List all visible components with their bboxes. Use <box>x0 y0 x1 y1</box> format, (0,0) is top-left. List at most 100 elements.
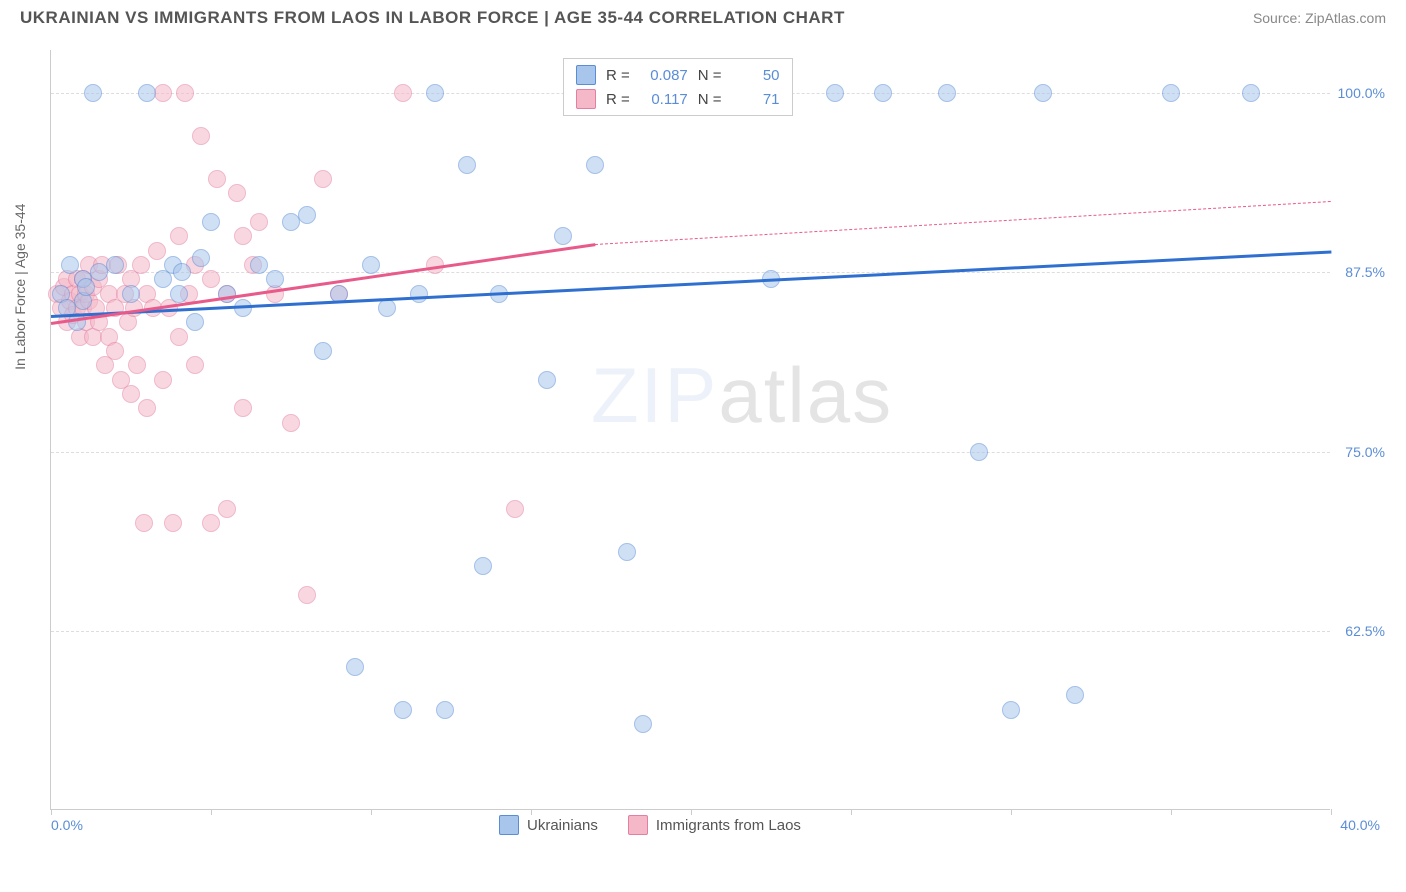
legend-r-value: 0.087 <box>640 67 688 84</box>
scatter-point-ukrainians <box>826 84 844 102</box>
scatter-point-ukrainians <box>970 443 988 461</box>
legend-item: Immigrants from Laos <box>628 815 801 835</box>
scatter-point-ukrainians <box>874 84 892 102</box>
scatter-point-laos <box>135 514 153 532</box>
scatter-point-laos <box>234 399 252 417</box>
legend-swatch <box>576 89 596 109</box>
chart-title: UKRAINIAN VS IMMIGRANTS FROM LAOS IN LAB… <box>20 8 845 28</box>
trend-line <box>51 251 1331 318</box>
y-tick-label: 100.0% <box>1338 85 1385 101</box>
scatter-point-ukrainians <box>186 313 204 331</box>
watermark-zip: ZIP <box>591 351 718 439</box>
scatter-point-ukrainians <box>394 701 412 719</box>
scatter-point-laos <box>314 170 332 188</box>
scatter-point-ukrainians <box>554 227 572 245</box>
scatter-point-laos <box>202 514 220 532</box>
legend-n-label: N = <box>698 67 722 84</box>
legend-item: Ukrainians <box>499 815 598 835</box>
x-tick <box>371 809 372 815</box>
plot-container: ZIPatlas 62.5%75.0%87.5%100.0%0.0%40.0%R… <box>50 50 1386 840</box>
scatter-point-laos <box>132 256 150 274</box>
plot-area: ZIPatlas 62.5%75.0%87.5%100.0%0.0%40.0%R… <box>50 50 1330 810</box>
scatter-point-ukrainians <box>1034 84 1052 102</box>
scatter-point-ukrainians <box>218 285 236 303</box>
scatter-point-laos <box>186 356 204 374</box>
legend-row: R = 0.087 N = 50 <box>576 63 780 87</box>
scatter-point-laos <box>282 414 300 432</box>
scatter-point-ukrainians <box>1242 84 1260 102</box>
scatter-point-ukrainians <box>346 658 364 676</box>
scatter-point-ukrainians <box>618 543 636 561</box>
y-tick-label: 62.5% <box>1345 623 1385 639</box>
legend-series-label: Ukrainians <box>527 817 598 834</box>
legend-n-value: 50 <box>732 67 780 84</box>
legend-swatch <box>576 65 596 85</box>
scatter-point-ukrainians <box>458 156 476 174</box>
legend-swatch <box>628 815 648 835</box>
scatter-point-ukrainians <box>474 557 492 575</box>
scatter-point-ukrainians <box>938 84 956 102</box>
scatter-point-laos <box>122 385 140 403</box>
scatter-point-laos <box>228 184 246 202</box>
scatter-point-ukrainians <box>426 84 444 102</box>
source-label: Source: ZipAtlas.com <box>1253 10 1386 26</box>
gridline-h <box>51 272 1330 273</box>
legend-row: R = 0.117 N = 71 <box>576 87 780 111</box>
gridline-h <box>51 452 1330 453</box>
scatter-point-ukrainians <box>77 278 95 296</box>
scatter-point-ukrainians <box>1066 686 1084 704</box>
legend-r-label: R = <box>606 91 630 108</box>
scatter-point-ukrainians <box>436 701 454 719</box>
x-tick <box>1331 809 1332 815</box>
scatter-point-laos <box>170 227 188 245</box>
legend-series: Ukrainians Immigrants from Laos <box>499 815 801 835</box>
scatter-point-ukrainians <box>173 263 191 281</box>
trend-line <box>595 201 1331 245</box>
scatter-point-ukrainians <box>250 256 268 274</box>
scatter-point-ukrainians <box>634 715 652 733</box>
y-tick-label: 87.5% <box>1345 264 1385 280</box>
scatter-point-ukrainians <box>314 342 332 360</box>
x-tick <box>1171 809 1172 815</box>
scatter-point-ukrainians <box>538 371 556 389</box>
legend-r-value: 0.117 <box>640 91 688 108</box>
scatter-point-ukrainians <box>362 256 380 274</box>
legend-swatch <box>499 815 519 835</box>
scatter-point-laos <box>154 84 172 102</box>
scatter-point-laos <box>192 127 210 145</box>
scatter-point-ukrainians <box>138 84 156 102</box>
scatter-point-laos <box>202 270 220 288</box>
scatter-point-laos <box>170 328 188 346</box>
scatter-point-laos <box>154 371 172 389</box>
scatter-point-laos <box>176 84 194 102</box>
scatter-point-laos <box>106 342 124 360</box>
watermark-atlas: atlas <box>718 351 893 439</box>
scatter-point-ukrainians <box>1162 84 1180 102</box>
x-min-label: 0.0% <box>51 817 83 833</box>
legend-r-label: R = <box>606 67 630 84</box>
scatter-point-laos <box>138 399 156 417</box>
scatter-point-laos <box>298 586 316 604</box>
scatter-point-ukrainians <box>84 84 102 102</box>
scatter-point-ukrainians <box>266 270 284 288</box>
scatter-point-ukrainians <box>106 256 124 274</box>
legend-series-label: Immigrants from Laos <box>656 817 801 834</box>
scatter-point-ukrainians <box>202 213 220 231</box>
legend-n-value: 71 <box>732 91 780 108</box>
scatter-point-ukrainians <box>586 156 604 174</box>
scatter-point-laos <box>148 242 166 260</box>
scatter-point-laos <box>234 227 252 245</box>
scatter-point-laos <box>394 84 412 102</box>
y-axis-title: In Labor Force | Age 35-44 <box>12 204 28 370</box>
scatter-point-laos <box>250 213 268 231</box>
legend-stats: R = 0.087 N = 50 R = 0.117 N = 71 <box>563 58 793 116</box>
scatter-point-ukrainians <box>122 285 140 303</box>
scatter-point-laos <box>208 170 226 188</box>
scatter-point-ukrainians <box>192 249 210 267</box>
scatter-point-ukrainians <box>1002 701 1020 719</box>
scatter-point-ukrainians <box>170 285 188 303</box>
legend-n-label: N = <box>698 91 722 108</box>
scatter-point-ukrainians <box>410 285 428 303</box>
scatter-point-laos <box>128 356 146 374</box>
y-tick-label: 75.0% <box>1345 444 1385 460</box>
